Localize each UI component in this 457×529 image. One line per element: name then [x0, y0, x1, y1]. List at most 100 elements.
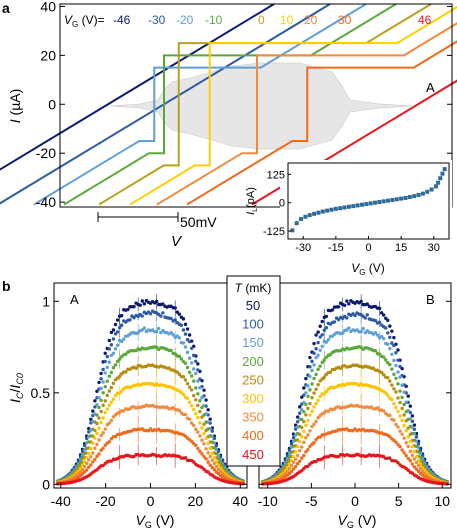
data-point — [95, 431, 99, 436]
data-point — [406, 426, 410, 430]
iv-curve-0 — [0, 3, 275, 171]
data-point — [416, 442, 421, 446]
data-point — [161, 302, 165, 306]
data-point — [386, 342, 390, 346]
data-point — [187, 400, 192, 405]
data-point — [404, 409, 408, 414]
data-point — [212, 456, 217, 460]
data-point — [179, 357, 184, 361]
data-point — [300, 434, 304, 439]
data-point — [185, 327, 190, 331]
data-point — [365, 302, 369, 306]
data-point — [93, 446, 97, 450]
data-point — [91, 409, 95, 413]
data-point — [390, 367, 394, 371]
data-point — [306, 448, 310, 452]
data-point — [320, 360, 324, 365]
data-point — [381, 336, 386, 341]
data-point — [194, 359, 198, 363]
data-point — [318, 324, 322, 328]
data-point — [300, 469, 304, 473]
data-point — [308, 444, 312, 449]
data-point — [408, 458, 412, 463]
panel-b-letter: b — [2, 278, 11, 294]
data-point — [99, 420, 103, 425]
data-point — [396, 425, 400, 429]
data-point — [95, 468, 99, 472]
data-point — [84, 455, 89, 460]
inset-point — [338, 206, 343, 211]
data-point — [119, 323, 124, 327]
data-point — [308, 429, 312, 433]
data-point — [293, 427, 298, 431]
data-point — [210, 465, 214, 470]
data-point — [111, 328, 116, 332]
data-point — [208, 417, 212, 421]
data-point — [101, 380, 105, 384]
voltage-scale-bar — [97, 212, 179, 222]
data-point — [295, 420, 300, 424]
data-point — [408, 432, 412, 437]
data-point — [295, 415, 300, 419]
panel-a-y-ticks: -40 -20 0 20 40 — [36, 0, 452, 210]
data-point — [408, 404, 412, 408]
data-point — [300, 425, 304, 430]
data-point — [386, 318, 390, 322]
legend-prefix-subscript: G — [72, 20, 78, 29]
legend-header-symbol: T — [235, 281, 244, 295]
gate-voltage-label: -10 — [205, 13, 223, 27]
data-point — [97, 452, 101, 456]
data-point — [310, 409, 314, 413]
inset-point — [325, 208, 330, 213]
data-point — [392, 372, 396, 376]
data-point — [196, 415, 200, 420]
inset-point — [425, 189, 430, 194]
data-point — [101, 367, 105, 372]
data-point — [394, 350, 398, 355]
ylabel-slash: / — [7, 388, 23, 392]
data-point — [212, 468, 217, 472]
inset-x-tick-label: 30 — [428, 242, 440, 254]
inset-point — [294, 221, 299, 226]
data-point — [287, 466, 292, 471]
data-point — [200, 405, 204, 410]
data-point — [410, 445, 415, 449]
inset-point — [381, 199, 386, 204]
ylabel-i0: I — [7, 385, 23, 389]
data-point — [298, 432, 302, 437]
temperature-label: 200 — [242, 354, 264, 369]
y-tick-label: -40 — [36, 194, 56, 210]
data-point — [320, 319, 324, 324]
data-point — [105, 354, 109, 359]
data-point — [93, 457, 97, 462]
inset-point — [433, 184, 438, 189]
data-point — [97, 380, 101, 385]
data-point — [196, 362, 200, 366]
data-point — [122, 337, 126, 341]
data-point — [365, 313, 369, 317]
inset-point — [429, 187, 434, 192]
data-point — [124, 370, 128, 374]
temperature-label: 300 — [242, 391, 264, 406]
data-point — [390, 341, 394, 345]
data-point — [336, 317, 341, 322]
inset-point — [390, 197, 395, 202]
data-point — [304, 376, 308, 381]
data-point — [89, 417, 93, 422]
data-point — [293, 464, 298, 469]
br-xlabel-symbol: V — [338, 512, 349, 528]
data-point — [142, 302, 147, 306]
data-point — [111, 366, 116, 370]
data-point — [316, 383, 320, 387]
data-point — [312, 363, 316, 367]
data-point — [324, 314, 329, 319]
data-point — [410, 462, 415, 466]
data-point — [314, 387, 318, 391]
data-point — [132, 316, 136, 320]
data-point — [408, 439, 412, 444]
leakage-current-inset: -30 -15 0 15 30 -125 0 125 VG (V) IL(pA) — [245, 160, 452, 277]
inset-point — [373, 200, 378, 205]
data-point — [91, 460, 95, 464]
legend-prefix-symbol: V — [64, 13, 73, 27]
data-point — [316, 367, 320, 372]
